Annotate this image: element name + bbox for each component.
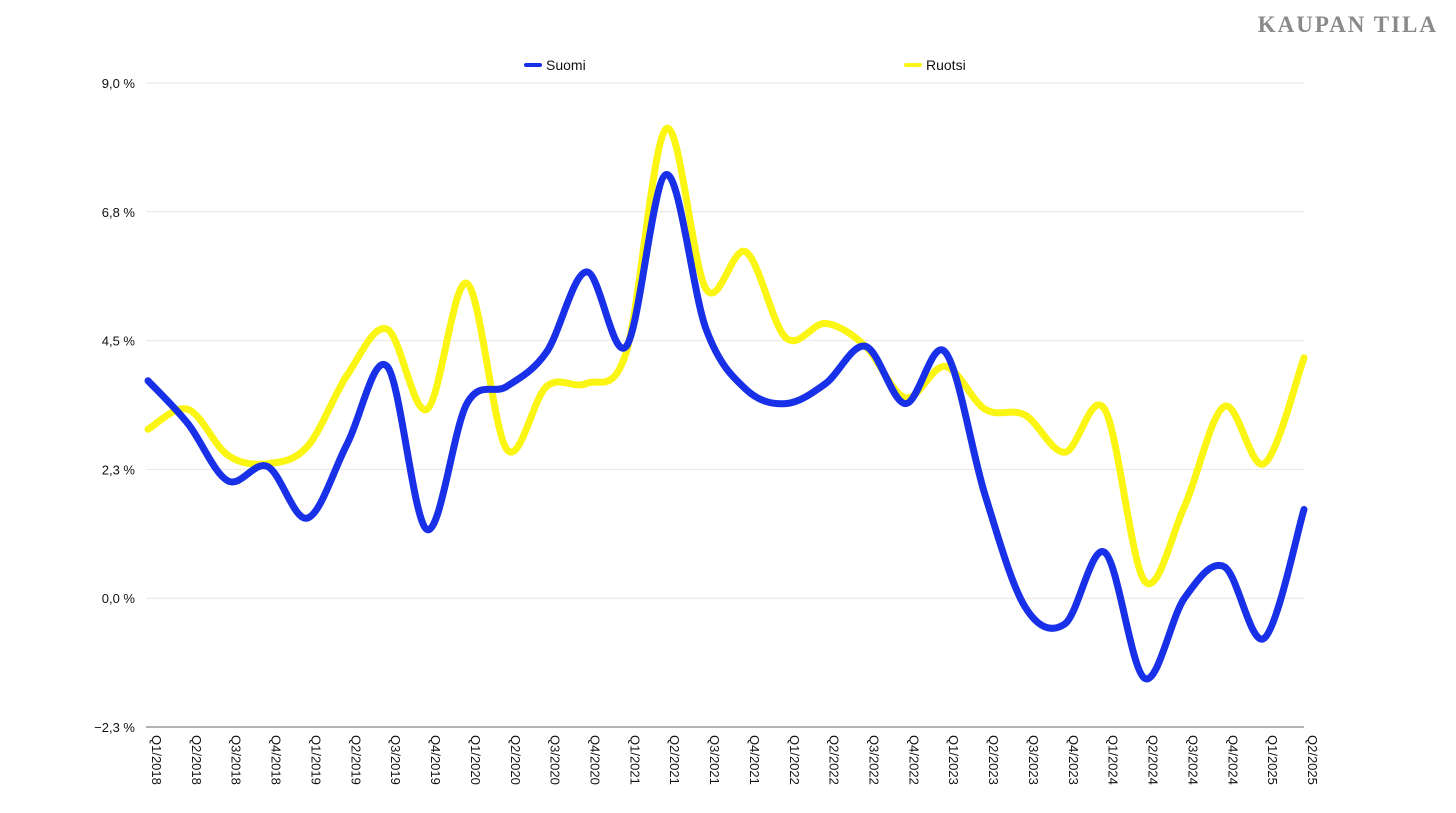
x-tick-label: Q2/2021: [667, 735, 682, 785]
x-tick-label: Q1/2018: [149, 735, 164, 785]
series-lines: [144, 125, 1308, 683]
y-tick-label: 4,5 %: [102, 334, 136, 349]
x-axis: Q1/2018 Q2/2018 Q3/2018 Q4/2018 Q1/2019 Q2/20…: [149, 735, 1320, 785]
x-tick-label: Q3/2022: [867, 735, 882, 785]
x-tick-label: Q2/2024: [1146, 735, 1161, 785]
x-tick-label: Q1/2024: [1106, 735, 1121, 785]
x-tick-label: Q1/2020: [468, 735, 483, 785]
x-tick-label: Q4/2024: [1225, 735, 1240, 785]
x-tick-label: Q2/2023: [986, 735, 1001, 785]
x-tick-label: Q4/2019: [428, 735, 443, 785]
series-line-ruotsi: [144, 125, 1308, 588]
x-tick-label: Q3/2018: [229, 735, 244, 785]
y-tick-label: 6,8 %: [102, 205, 136, 220]
y-axis: 9,0 % 6,8 % 4,5 % 2,3 % 0,0 % −2,3 %: [94, 76, 135, 735]
x-tick-label: Q4/2022: [906, 735, 921, 785]
x-tick-label: Q1/2023: [946, 735, 961, 785]
x-tick-label: Q1/2025: [1265, 735, 1280, 785]
x-tick-label: Q3/2024: [1185, 735, 1200, 785]
x-tick-label: Q4/2021: [747, 735, 762, 785]
x-tick-label: Q2/2020: [508, 735, 523, 785]
x-tick-label: Q1/2019: [308, 735, 323, 785]
series-line-suomi: [144, 171, 1308, 683]
x-tick-label: Q1/2022: [787, 735, 802, 785]
legend-label-ruotsi: Ruotsi: [926, 57, 966, 73]
x-tick-label: Q2/2019: [348, 735, 363, 785]
x-tick-label: Q2/2018: [189, 735, 204, 785]
x-tick-label: Q3/2019: [388, 735, 403, 785]
y-tick-label: 0,0 %: [102, 591, 136, 606]
x-tick-label: Q2/2022: [827, 735, 842, 785]
x-tick-label: Q1/2021: [627, 735, 642, 785]
y-tick-label: 2,3 %: [102, 462, 136, 477]
legend: Suomi Ruotsi: [524, 57, 966, 73]
x-tick-label: Q3/2023: [1026, 735, 1041, 785]
x-tick-label: Q4/2018: [269, 735, 284, 785]
brand-logo: KAUPAN TILA: [1257, 12, 1438, 37]
y-tick-label: 9,0 %: [102, 76, 136, 91]
x-tick-label: Q4/2020: [587, 735, 602, 785]
y-tick-label: −2,3 %: [94, 720, 135, 735]
legend-label-suomi: Suomi: [546, 57, 586, 73]
x-tick-label: Q4/2023: [1066, 735, 1081, 785]
x-tick-label: Q2/2025: [1305, 735, 1320, 785]
x-tick-label: Q3/2020: [548, 735, 563, 785]
x-tick-label: Q3/2021: [707, 735, 722, 785]
